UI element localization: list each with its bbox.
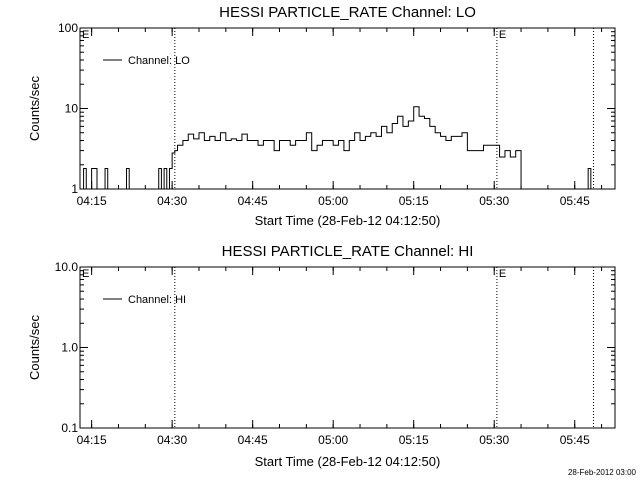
x-tick-label: 04:45: [238, 433, 268, 447]
time-marker-label: E: [82, 29, 89, 41]
x-axis-label: Start Time (28-Feb-12 04:12:50): [255, 213, 441, 228]
chart-panel-1: HESSI PARTICLE_RATE Channel: LO 04:15 04:3…: [27, 4, 616, 228]
x-tick-label: 05:30: [479, 194, 509, 208]
footer-timestamp: 28-Feb-2012 03:00: [568, 468, 637, 477]
y-tick-label: 1: [71, 182, 78, 196]
time-marker-label: E: [82, 268, 89, 280]
x-tick-label: 05:45: [560, 194, 590, 208]
x-axis-label: Start Time (28-Feb-12 04:12:50): [255, 454, 441, 469]
plot-frame: [79, 27, 616, 190]
x-tick-label: 05:45: [560, 433, 590, 447]
x-tick-label: 05:00: [318, 433, 348, 447]
chart-title: HESSI PARTICLE_RATE Channel: HI: [222, 243, 474, 260]
chart-panel-2: HESSI PARTICLE_RATE Channel: HI 04:15 04:3…: [27, 243, 616, 469]
legend-entry: Channel: LO: [128, 55, 190, 67]
y-tick-label: 10.0: [55, 260, 79, 274]
y-tick-label: 0.1: [61, 421, 78, 435]
x-tick-label: 04:15: [77, 433, 107, 447]
y-tick-label: 1.0: [61, 341, 78, 355]
y-axis-label: Counts/sec: [27, 314, 42, 380]
time-marker-label: E: [499, 29, 506, 41]
y-axis-label: Counts/sec: [27, 75, 42, 141]
series-line-channel-lo: [80, 106, 592, 189]
x-tick-label: 05:00: [318, 194, 348, 208]
x-tick-label: 04:30: [157, 194, 187, 208]
x-tick-label: 05:15: [399, 194, 429, 208]
legend-entry: Channel: HI: [128, 294, 186, 306]
y-tick-label: 10: [65, 102, 79, 116]
plot-frame: [79, 266, 616, 429]
x-tick-label: 05:30: [479, 433, 509, 447]
x-tick-label: 05:15: [399, 433, 429, 447]
chart-title: HESSI PARTICLE_RATE Channel: LO: [219, 4, 476, 21]
x-tick-label: 04:30: [157, 433, 187, 447]
y-tick-label: 100: [58, 21, 78, 35]
time-marker-label: E: [499, 268, 506, 280]
x-tick-label: 04:45: [238, 194, 268, 208]
x-tick-label: 04:15: [77, 194, 107, 208]
